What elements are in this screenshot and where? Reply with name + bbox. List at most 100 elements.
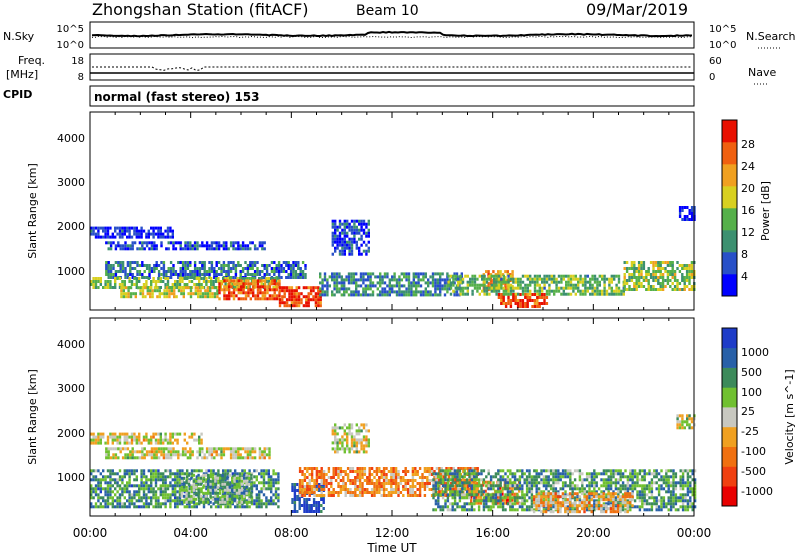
heatmap-cell — [296, 498, 299, 501]
heatmap-cell — [301, 276, 305, 279]
heatmap-cell — [567, 274, 570, 278]
heatmap-cell — [647, 279, 650, 282]
heatmap-cell — [640, 273, 643, 276]
heatmap-cell — [511, 475, 514, 479]
heatmap-cell — [659, 261, 662, 264]
heatmap-cell — [164, 481, 167, 485]
heatmap-cell — [277, 264, 281, 267]
heatmap-cell — [477, 508, 481, 512]
heatmap-cell — [313, 479, 316, 482]
heatmap-cell — [321, 287, 324, 291]
heatmap-cell — [155, 267, 158, 270]
heatmap-cell — [492, 270, 495, 274]
heatmap-cell — [240, 288, 243, 292]
heatmap-cell — [319, 301, 322, 305]
heatmap-cell — [397, 491, 400, 494]
heatmap-cell — [449, 472, 452, 476]
heatmap-cell — [147, 496, 150, 500]
heatmap-cell — [390, 488, 393, 491]
heatmap-cell — [470, 475, 474, 479]
heatmap-cell — [193, 261, 197, 264]
heatmap-cell — [124, 270, 127, 273]
heatmap-cell — [106, 286, 110, 289]
heatmap-cell — [411, 479, 415, 482]
power-cbar-tick-4: 4 — [741, 270, 748, 283]
heatmap-cell — [334, 467, 338, 470]
heatmap-cell — [603, 274, 606, 278]
heatmap-cell — [262, 475, 266, 479]
heatmap-cell — [97, 277, 100, 280]
heatmap-cell — [159, 435, 162, 439]
heatmap-cell — [421, 476, 424, 479]
heatmap-cell — [509, 496, 512, 500]
heatmap-cell — [166, 496, 170, 500]
heatmap-cell — [124, 447, 127, 451]
heatmap-cell — [336, 426, 339, 430]
heatmap-cell — [291, 510, 294, 513]
heatmap-cell — [485, 496, 488, 500]
heatmap-cell — [537, 490, 541, 494]
heatmap-cell — [174, 453, 178, 457]
heatmap-cell — [193, 270, 197, 273]
heatmap-cell — [135, 283, 138, 286]
heatmap-cell — [193, 273, 197, 276]
heatmap-cell — [361, 494, 364, 497]
heatmap-cell — [239, 453, 242, 457]
heatmap-cell — [256, 270, 259, 273]
heatmap-cell — [261, 247, 264, 251]
heatmap-cell — [169, 475, 172, 479]
heatmap-cell — [380, 482, 383, 485]
heatmap-cell — [299, 273, 302, 276]
heatmap-cell — [304, 276, 307, 279]
power-colorbar — [722, 120, 737, 297]
heatmap-cell — [147, 505, 150, 509]
heatmap-cell — [219, 496, 222, 500]
heatmap-cell — [430, 470, 434, 473]
heatmap-cell — [280, 270, 283, 273]
heatmap-cell — [150, 469, 153, 473]
heatmap-cell — [123, 502, 126, 506]
heatmap-cell — [348, 432, 351, 436]
heatmap-cell — [277, 499, 280, 503]
heatmap-cell — [628, 276, 631, 279]
heatmap-cell — [530, 475, 534, 479]
heatmap-cell — [428, 488, 431, 491]
heatmap-cell — [538, 277, 541, 281]
heatmap-cell — [178, 283, 182, 286]
heatmap-cell — [143, 276, 146, 279]
heatmap-cell — [327, 494, 331, 497]
heatmap-cell — [428, 470, 431, 473]
heatmap-cell — [281, 301, 284, 305]
heatmap-cell — [608, 292, 611, 296]
heatmap-cell — [331, 252, 334, 256]
heatmap-cell — [676, 288, 679, 291]
heatmap-cell — [114, 487, 117, 491]
heatmap-cell — [119, 247, 122, 251]
heatmap-cell — [477, 505, 481, 509]
heatmap-cell — [412, 293, 415, 297]
heatmap-cell — [114, 244, 118, 248]
heatmap-cell — [147, 232, 150, 236]
heatmap-cell — [338, 447, 342, 451]
heatmap-cell — [275, 267, 278, 270]
heatmap-cell — [410, 284, 413, 288]
heatmap-cell — [315, 482, 319, 485]
heatmap-cell — [314, 298, 318, 302]
heatmap-cell — [373, 494, 376, 497]
heatmap-cell — [342, 482, 345, 485]
heatmap-cell — [406, 470, 410, 473]
heatmap-cell — [123, 490, 126, 494]
heatmap-cell — [455, 290, 459, 294]
heatmap-cell — [308, 479, 311, 482]
heatmap-cell — [160, 273, 163, 276]
heatmap-cell — [173, 286, 176, 290]
heatmap-cell — [226, 476, 229, 480]
heatmap-cell — [512, 286, 515, 290]
heatmap-cell — [445, 494, 448, 497]
heatmap-cell — [238, 500, 241, 504]
heatmap-cell — [90, 472, 93, 476]
heatmap-cell — [584, 286, 587, 290]
heatmap-cell — [118, 475, 122, 479]
heatmap-cell — [334, 228, 337, 232]
heatmap-cell — [657, 282, 660, 285]
